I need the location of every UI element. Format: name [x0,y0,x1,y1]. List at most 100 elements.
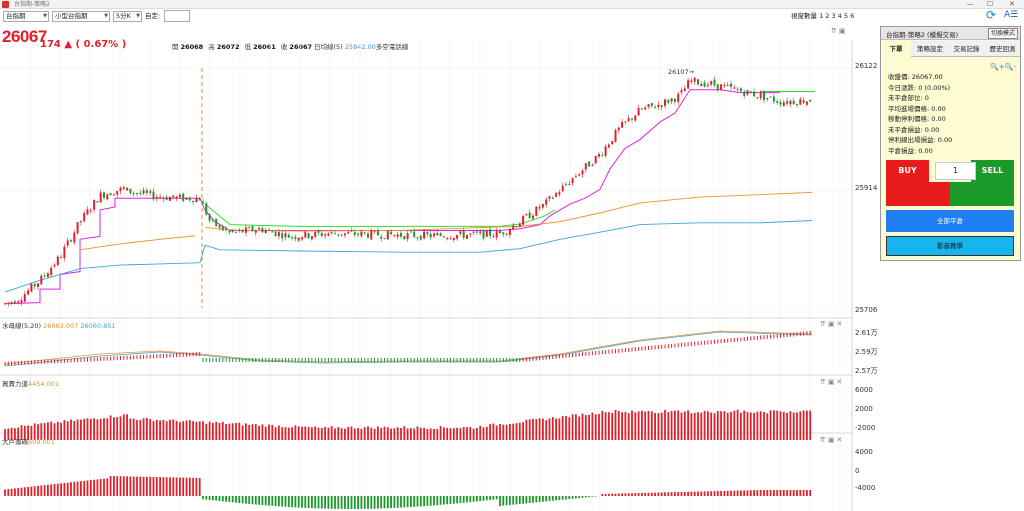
ind3-bar [485,496,488,501]
ind2-bar [571,414,574,440]
quantity-input[interactable]: 1 [935,162,976,180]
ind2-bar [495,425,498,440]
candle-body [475,231,478,233]
qty-decrease-area[interactable] [929,182,950,206]
chart-canvas[interactable]: 26107→ [0,24,876,511]
view-count-options[interactable]: 1 2 3 4 5 6 [819,12,855,20]
ind2-bar [165,421,168,440]
ind3-bar [730,490,732,496]
candle-body [555,193,558,197]
product-select[interactable]: 台指期 ▼ [3,11,49,22]
ind1-tick: 2.59万 [855,348,878,356]
ind2-bar [604,412,607,440]
ind3-bar [423,496,425,507]
candle-body [522,215,525,225]
ind2-bar [631,410,633,440]
minimize-button[interactable]: — [966,0,974,8]
buy-button[interactable]: BUY [886,160,929,206]
candle-body [637,108,640,116]
interval-select[interactable]: 5分K ▼ [113,11,142,22]
ind2-bar [789,411,792,440]
ind2-bar [726,412,729,440]
low-value: 26061 [253,43,276,51]
ind2-bar [456,427,458,440]
ind3-bar [687,491,689,496]
ind2-bar [479,425,482,440]
ind2-bar [390,428,392,440]
ind3-bar [241,496,244,504]
ind3-bar [703,491,706,496]
ind2-bar [297,426,300,440]
ind3-tools-icon[interactable]: ⇈▣✕ [820,436,845,444]
contract-select[interactable]: 小型台指期 ▼ [52,11,110,22]
close-all-button[interactable]: 全部平倉 [886,210,1014,232]
ind3-bar [126,476,128,496]
ind2-bar [512,423,515,440]
candle-body [324,234,327,236]
candle-body [406,233,409,240]
ind3-bar [499,496,501,506]
ind3-bar [169,477,171,496]
ind2-bar [301,426,303,440]
video-tutorial-button[interactable]: 影音教學 [886,236,1014,256]
switch-mode-button[interactable]: 切換模式 [988,28,1018,39]
ind2-bar [50,421,53,440]
ind2-bar [393,428,396,440]
ind3-bar [400,496,402,508]
candle-body [426,232,429,235]
zoom-in-icon[interactable]: 🔍+ [990,63,1005,71]
close-button[interactable]: ✕ [1009,0,1015,8]
ind2-bar [192,421,194,440]
ind3-bar [47,484,49,496]
ind3-bar [159,477,161,496]
ind3-bar [641,492,643,496]
candle-body [218,225,221,228]
candle-body [604,146,607,156]
candle-body [650,102,653,106]
qty-increase-area[interactable] [950,182,971,206]
candle-body [188,197,191,201]
ind2-tools-icon[interactable]: ⇈▣✕ [820,378,845,386]
ind2-bar [360,428,363,440]
ind2-bar [753,412,755,440]
tab-order[interactable]: 下單 [881,41,911,57]
ind2-bar [433,428,435,440]
tab-strategy-settings[interactable]: 策略設定 [917,45,943,53]
candle-body [116,190,119,195]
ind2-bar [264,426,267,440]
zoom-out-icon[interactable]: 🔍- [1004,63,1016,71]
candle-body [307,233,310,238]
ind2-bar [505,424,508,440]
candle-body [10,301,13,303]
candle-body [281,233,284,239]
maximize-button[interactable]: ☐ [986,0,994,8]
ind3-bar [103,478,105,496]
tab-trade-log[interactable]: 交易記錄 [953,45,980,53]
main-panel-tools-icon[interactable]: ⇈▣ [831,27,848,35]
ind3-bar [799,490,802,496]
ind2-bar [680,412,683,440]
ma-blue-line [4,220,813,293]
ind1-tools-icon[interactable]: ⇈▣✕ [820,320,845,328]
sell-button[interactable]: SELL [971,160,1014,206]
ind2-bar [215,421,218,440]
ind2-bar [311,427,313,440]
ind2-bar [746,412,749,440]
custom-interval-input[interactable] [164,10,190,22]
tab-backtest[interactable]: 歷史回測 [989,45,1016,53]
ind3-bar [680,491,683,496]
ind3-bar [492,496,495,500]
ind2-bar [116,417,119,440]
candle-body [320,232,323,237]
ind2-bar [657,413,660,440]
ind3-bar [429,496,432,506]
candle-body [631,118,633,120]
candle-body [79,220,82,222]
ind3-bar [347,496,350,509]
ind2-bar [462,427,465,440]
ind3-bar [555,496,557,501]
ind3-bar [271,496,274,506]
font-size-icon[interactable]: A☰ [1004,10,1019,20]
refresh-icon[interactable]: ⟳ [986,8,997,22]
ind2-bar [60,422,62,440]
